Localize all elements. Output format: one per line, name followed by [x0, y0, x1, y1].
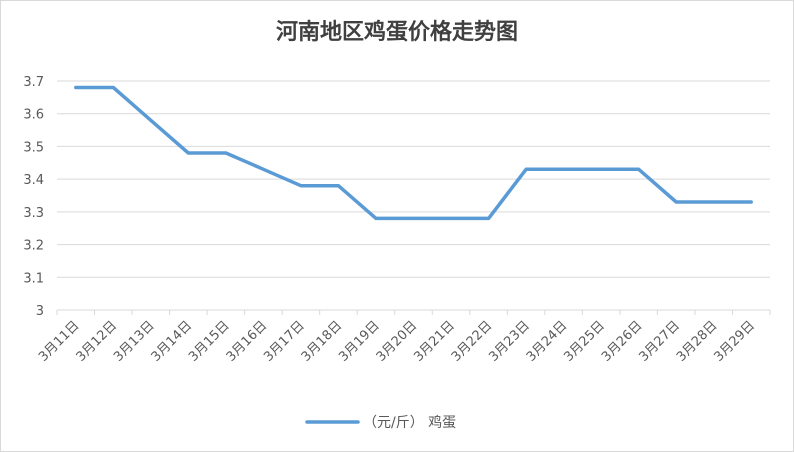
x-tick-label: 3月20日	[374, 318, 421, 365]
y-tick-label: 3.2	[23, 239, 44, 254]
y-tick-label: 3.4	[23, 173, 44, 188]
data-point	[450, 217, 453, 220]
data-point	[224, 151, 227, 154]
data-point	[262, 168, 265, 171]
y-tick-label: 3.5	[23, 140, 44, 155]
x-tick-label: 3月19日	[336, 318, 383, 365]
x-tick-label: 3月14日	[149, 318, 196, 365]
legend: （元/斤） 鸡蛋	[305, 414, 456, 431]
y-tick-label: 3.3	[23, 206, 44, 221]
x-tick-label: 3月18日	[299, 318, 346, 365]
x-tick-label: 3月25日	[561, 318, 608, 365]
chart-title: 河南地区鸡蛋价格走势图	[275, 20, 518, 45]
data-point	[675, 201, 678, 204]
data-point	[600, 168, 603, 171]
data-point	[374, 217, 377, 220]
x-tick-label: 3月22日	[449, 318, 496, 365]
grid-lines	[57, 80, 770, 311]
x-axis-ticks: 3月11日3月12日3月13日3月14日3月15日3月16日3月17日3月18日…	[36, 310, 771, 365]
x-tick-label: 3月28日	[674, 318, 721, 365]
x-tick-label: 3月17日	[261, 318, 308, 365]
data-point	[299, 184, 302, 187]
x-tick-label: 3月21日	[411, 318, 458, 365]
data-point	[750, 201, 753, 204]
y-tick-label: 3.1	[23, 271, 44, 286]
data-point	[337, 184, 340, 187]
data-point	[562, 168, 565, 171]
x-tick-label: 3月13日	[111, 318, 158, 365]
y-axis-ticks: 3 3.1 3.2 3.3 3.4 3.5 3.6 3.7	[23, 75, 44, 319]
legend-label: （元/斤） 鸡蛋	[363, 414, 456, 431]
x-tick-label: 3月24日	[524, 318, 571, 365]
data-point	[112, 86, 115, 89]
series-line-0	[74, 85, 753, 221]
x-tick-label: 3月26日	[599, 318, 646, 365]
y-tick-label: 3.7	[23, 75, 44, 90]
data-point	[525, 168, 528, 171]
data-point	[637, 168, 640, 171]
data-point	[74, 86, 77, 89]
data-point	[412, 217, 415, 220]
x-tick-label: 3月16日	[224, 318, 271, 365]
x-tick-label: 3月27日	[636, 318, 683, 365]
x-tick-label: 3月15日	[186, 318, 233, 365]
x-tick-label: 3月11日	[36, 318, 83, 365]
data-point	[487, 217, 490, 220]
data-point	[149, 119, 152, 122]
data-point	[187, 151, 190, 154]
series-layer	[74, 85, 753, 221]
x-tick-label: 3月29日	[712, 318, 759, 365]
x-tick-label: 3月12日	[74, 318, 121, 365]
y-tick-label: 3	[36, 304, 44, 319]
y-tick-label: 3.6	[23, 108, 44, 123]
x-tick-label: 3月23日	[486, 318, 533, 365]
data-point	[712, 201, 715, 204]
